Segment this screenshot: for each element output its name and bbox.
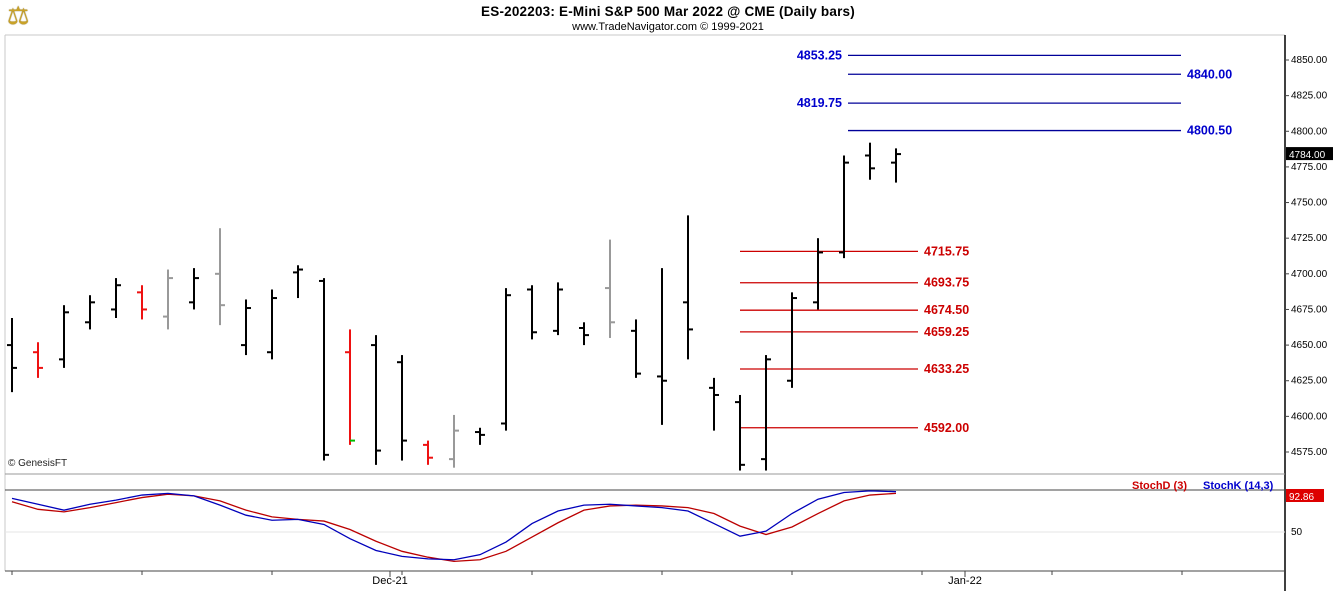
stochastic-lines: [11, 490, 897, 563]
svg-text:4725.00: 4725.00: [1291, 233, 1328, 244]
panel-borders: [4, 34, 1286, 591]
chart-title: ES-202203: E-Mini S&P 500 Mar 2022 @ CME…: [481, 4, 855, 19]
svg-text:4800.00: 4800.00: [1291, 126, 1328, 137]
stoch-value-marker: 92.86: [1286, 488, 1324, 503]
svg-text:4853.25: 4853.25: [797, 48, 842, 62]
svg-text:4600.00: 4600.00: [1291, 411, 1328, 422]
svg-text:4592.00: 4592.00: [924, 421, 969, 435]
stochk-legend-label: StochK (14,3): [1203, 480, 1274, 492]
svg-text:4840.00: 4840.00: [1187, 67, 1232, 81]
svg-text:92.86: 92.86: [1289, 492, 1314, 503]
last-price-marker: 4784.00: [1286, 147, 1333, 161]
svg-text:4819.75: 4819.75: [797, 96, 842, 110]
svg-text:4650.00: 4650.00: [1291, 340, 1328, 351]
date-axis: Dec-21 Jan-22: [11, 571, 1183, 587]
svg-text:4850.00: 4850.00: [1291, 55, 1328, 66]
stochastic-legend: StochD (3) StochK (14,3): [1132, 480, 1273, 492]
svg-text:4775.00: 4775.00: [1291, 162, 1328, 173]
stochd-legend-label: StochD (3): [1132, 480, 1187, 492]
chart-subtitle: www.TradeNavigator.com © 1999-2021: [572, 21, 764, 33]
svg-text:4693.75: 4693.75: [924, 276, 969, 290]
svg-text:4715.75: 4715.75: [924, 244, 969, 258]
svg-text:4784.00: 4784.00: [1289, 150, 1326, 161]
svg-text:4800.50: 4800.50: [1187, 124, 1232, 138]
support-lines: 4715.75 4693.75 4674.50 4659.25 4633.25 4592.…: [740, 244, 969, 435]
price-bars: [7, 142, 901, 471]
svg-text:Jan-22: Jan-22: [948, 575, 982, 587]
price-axis: 4850.00 4825.00 4800.00 4775.00 4750.00 4725.…: [1285, 55, 1328, 538]
genesisft-logo-icon: ⚖: [7, 2, 30, 30]
svg-text:50: 50: [1291, 527, 1303, 538]
svg-text:4625.00: 4625.00: [1291, 376, 1328, 387]
svg-text:4700.00: 4700.00: [1291, 269, 1328, 280]
svg-text:4633.25: 4633.25: [924, 362, 969, 376]
svg-text:4575.00: 4575.00: [1291, 447, 1328, 458]
svg-text:4825.00: 4825.00: [1291, 91, 1328, 102]
svg-text:4674.50: 4674.50: [924, 303, 969, 317]
genesisft-watermark: © GenesisFT: [8, 458, 68, 469]
svg-text:Dec-21: Dec-21: [372, 575, 407, 587]
svg-text:4675.00: 4675.00: [1291, 304, 1328, 315]
svg-text:4750.00: 4750.00: [1291, 198, 1328, 209]
svg-text:4659.25: 4659.25: [924, 325, 969, 339]
resistance-lines: 4853.25 4840.00 4819.75 4800.50: [797, 48, 1232, 137]
